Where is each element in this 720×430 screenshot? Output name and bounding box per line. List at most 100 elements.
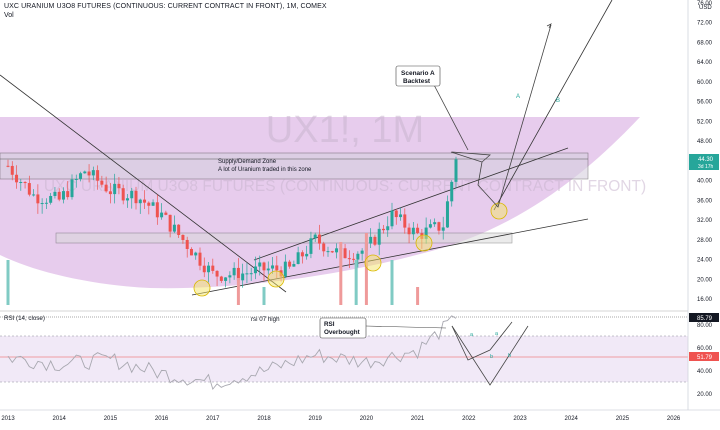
candle-body bbox=[164, 212, 168, 215]
arrowhead bbox=[546, 23, 552, 29]
rsi-callout-line1: RSI bbox=[324, 321, 335, 328]
scenario-callout-box bbox=[395, 65, 441, 87]
candle-body bbox=[23, 182, 27, 184]
time-tick-label: 2016 bbox=[155, 416, 169, 422]
candle-body bbox=[130, 190, 134, 199]
candle-body bbox=[53, 191, 57, 196]
candle-body bbox=[288, 261, 292, 267]
candle-body bbox=[117, 183, 121, 189]
rsi-ticks: 80.00 60.00 40.00 20.00 bbox=[697, 323, 713, 398]
time-tick-label: 2019 bbox=[309, 416, 323, 422]
candle-body bbox=[441, 227, 445, 231]
price-tick-label: 36.00 bbox=[697, 198, 713, 204]
candle-body bbox=[96, 170, 100, 181]
time-tick-label: 2024 bbox=[565, 416, 579, 422]
candle-body bbox=[253, 266, 257, 274]
candle-body bbox=[40, 203, 44, 205]
scenario-callout-line1: Scenario A bbox=[401, 70, 435, 77]
price-tick-label: 76.00 bbox=[697, 1, 713, 7]
candle-body bbox=[189, 248, 193, 256]
candle-body bbox=[168, 214, 172, 232]
time-tick-label: 2015 bbox=[104, 416, 118, 422]
candle-body bbox=[352, 258, 356, 260]
rsi-scenario-a bbox=[451, 321, 513, 361]
currency-label: USD bbox=[699, 5, 712, 11]
rsi-callout-pointer bbox=[365, 325, 447, 329]
trendline-descending bbox=[0, 74, 287, 293]
volume-bar bbox=[364, 233, 368, 305]
candle-body bbox=[228, 275, 232, 278]
scenario-path-a bbox=[450, 24, 552, 208]
touch-circle bbox=[267, 270, 285, 288]
candle-body bbox=[445, 201, 449, 228]
price-tick-label: 32.00 bbox=[697, 218, 713, 224]
time-tick-label: 2013 bbox=[1, 416, 15, 422]
rsi-high-value: 85.79 bbox=[697, 316, 713, 322]
candle-body bbox=[258, 262, 262, 267]
candle-body bbox=[403, 214, 407, 228]
candle-body bbox=[330, 251, 334, 253]
candle-body bbox=[300, 252, 304, 257]
candle-body bbox=[262, 262, 266, 271]
candle-body bbox=[433, 222, 437, 225]
time-tick-label: 2020 bbox=[360, 416, 374, 422]
watermark-description: UXC URANIUM U3O8 FUTURES (CONTINUOUS: CU… bbox=[44, 178, 646, 195]
volume-bar bbox=[262, 287, 266, 305]
scenario-arrows bbox=[432, 23, 552, 208]
rsi-callout-line2: Overbought bbox=[324, 329, 361, 336]
time-ticks[interactable]: 2013 2014 2015 2016 2017 2018 2019 2020 2021 2022… bbox=[1, 416, 681, 422]
candle-body bbox=[390, 210, 394, 227]
candle-body bbox=[454, 159, 458, 182]
candle-body bbox=[134, 190, 138, 204]
price-tick-label: 64.00 bbox=[697, 60, 713, 66]
candle-body bbox=[347, 258, 351, 260]
candle-body bbox=[198, 252, 202, 266]
rsi-line bbox=[7, 315, 457, 391]
candle-body bbox=[394, 210, 398, 218]
price-tick-label: 20.00 bbox=[697, 277, 713, 283]
candle-body bbox=[232, 267, 236, 276]
candle-body bbox=[108, 191, 112, 195]
price-tick-label: 52.00 bbox=[697, 119, 713, 125]
rsi-wave-b2: b bbox=[508, 353, 511, 359]
volume-bar bbox=[339, 242, 343, 305]
candle-body bbox=[360, 250, 364, 254]
candle-body bbox=[249, 273, 253, 275]
candle-body bbox=[160, 212, 164, 218]
rsi-wave-a2: a bbox=[495, 331, 499, 337]
rsi-scenario-b bbox=[451, 325, 529, 386]
candle-body bbox=[322, 243, 326, 252]
candle-body bbox=[296, 252, 300, 265]
candle-body bbox=[326, 251, 330, 253]
scenario-path-b bbox=[451, 151, 491, 163]
candle-body bbox=[177, 224, 181, 235]
candle-body bbox=[27, 183, 31, 195]
candle-body bbox=[369, 236, 373, 244]
candle-body bbox=[437, 222, 441, 231]
time-tick-label: 2023 bbox=[513, 416, 527, 422]
candle-body bbox=[125, 198, 129, 201]
time-tick-label: 2017 bbox=[206, 416, 220, 422]
candle-body bbox=[335, 248, 339, 253]
candle-body bbox=[36, 194, 40, 204]
price-tick-label: 48.00 bbox=[697, 139, 713, 145]
volume-bar bbox=[6, 260, 10, 305]
price-tick-label: 56.00 bbox=[697, 100, 713, 106]
candle-body bbox=[15, 174, 19, 183]
support-zone bbox=[55, 232, 513, 244]
candle-body bbox=[236, 267, 240, 281]
last-price: 44.30 bbox=[698, 157, 714, 163]
volume-label: Vol bbox=[4, 12, 14, 19]
countdown: 3d 17h bbox=[698, 164, 714, 170]
rsi-wave-a1: a bbox=[470, 332, 474, 338]
rsi-current-value: 51.79 bbox=[697, 355, 713, 361]
candle-body bbox=[411, 227, 415, 235]
candle-body bbox=[100, 180, 104, 185]
touch-circles bbox=[193, 202, 508, 297]
candle-body bbox=[194, 252, 198, 256]
candle-body bbox=[283, 261, 287, 277]
candle-body bbox=[313, 234, 317, 239]
candle-body bbox=[70, 179, 74, 198]
candle-body bbox=[271, 265, 275, 269]
